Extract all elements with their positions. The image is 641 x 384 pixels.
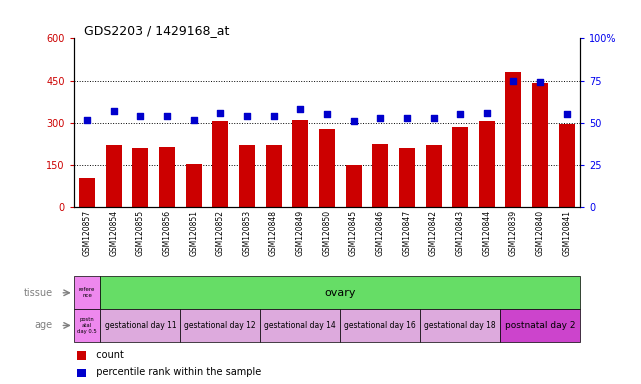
Text: gestational day 16: gestational day 16 xyxy=(344,321,416,330)
Bar xyxy=(319,129,335,207)
Point xyxy=(295,106,305,113)
Point xyxy=(428,115,438,121)
Point xyxy=(562,111,572,118)
Bar xyxy=(345,165,362,207)
Point xyxy=(242,113,252,119)
Text: postn
atal
day 0.5: postn atal day 0.5 xyxy=(77,317,97,334)
Bar xyxy=(74,276,101,309)
Text: ovary: ovary xyxy=(324,288,356,298)
Point xyxy=(481,110,492,116)
Bar xyxy=(532,83,548,207)
Point xyxy=(535,79,545,85)
Bar xyxy=(212,121,228,207)
Bar xyxy=(372,144,388,207)
Bar xyxy=(260,309,340,342)
Text: postnatal day 2: postnatal day 2 xyxy=(505,321,576,330)
Point xyxy=(108,108,119,114)
Text: age: age xyxy=(34,320,53,331)
Bar xyxy=(79,178,95,207)
Bar xyxy=(132,148,148,207)
Bar xyxy=(101,309,180,342)
Bar xyxy=(265,146,281,207)
Bar xyxy=(399,148,415,207)
Bar xyxy=(74,309,101,342)
Text: refere
nce: refere nce xyxy=(79,287,96,298)
Bar xyxy=(506,72,522,207)
Bar xyxy=(340,309,420,342)
Point xyxy=(402,115,412,121)
Point xyxy=(162,113,172,119)
Bar xyxy=(420,309,500,342)
Point xyxy=(82,116,92,122)
Point xyxy=(135,113,146,119)
Bar xyxy=(159,147,175,207)
Point xyxy=(349,118,359,124)
Point xyxy=(375,115,385,121)
Bar xyxy=(426,146,442,207)
Bar xyxy=(186,164,202,207)
Text: gestational day 18: gestational day 18 xyxy=(424,321,496,330)
Point xyxy=(508,78,519,84)
Text: gestational day 11: gestational day 11 xyxy=(104,321,176,330)
Text: tissue: tissue xyxy=(23,288,53,298)
Bar xyxy=(239,146,255,207)
Bar xyxy=(500,309,580,342)
Bar xyxy=(559,124,575,207)
Text: gestational day 12: gestational day 12 xyxy=(185,321,256,330)
Bar xyxy=(452,127,468,207)
Text: percentile rank within the sample: percentile rank within the sample xyxy=(90,367,261,377)
Bar xyxy=(180,309,260,342)
Point xyxy=(322,111,332,118)
Point xyxy=(188,116,199,122)
Point xyxy=(455,111,465,118)
Text: gestational day 14: gestational day 14 xyxy=(264,321,336,330)
Point xyxy=(215,110,226,116)
Bar xyxy=(479,121,495,207)
Point xyxy=(269,113,279,119)
Text: GDS2203 / 1429168_at: GDS2203 / 1429168_at xyxy=(84,24,229,37)
Bar xyxy=(292,120,308,207)
Text: count: count xyxy=(90,350,124,360)
Bar xyxy=(106,146,122,207)
